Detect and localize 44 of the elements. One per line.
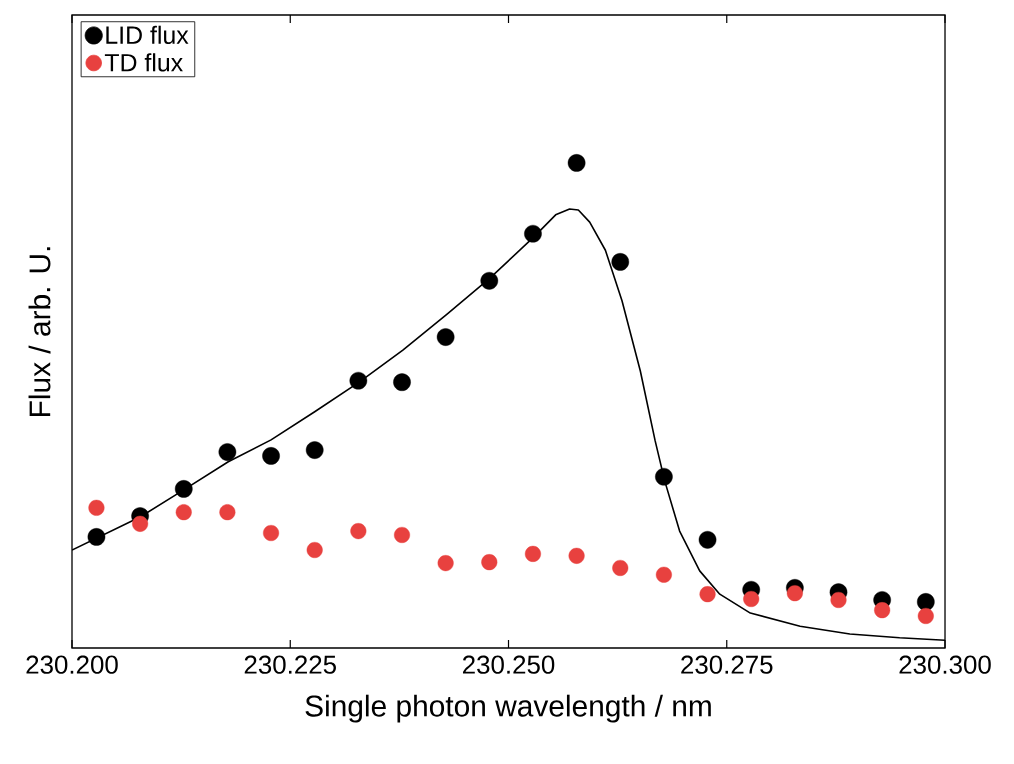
- point: [175, 504, 192, 521]
- point: [481, 554, 498, 571]
- x-tick-label: 230.200: [26, 655, 118, 674]
- point: [830, 591, 847, 608]
- point: [917, 607, 934, 624]
- point: [306, 542, 323, 559]
- point: [349, 371, 368, 390]
- point: [567, 154, 586, 172]
- x-tick-label: 230.300: [899, 655, 991, 674]
- point: [743, 591, 760, 608]
- legend-label: LID flux: [106, 25, 189, 44]
- x-tick-label: 230.225: [244, 655, 336, 674]
- point: [436, 328, 455, 346]
- point: [218, 443, 237, 461]
- point: [393, 373, 411, 391]
- point: [612, 559, 629, 576]
- point: [917, 593, 935, 611]
- point: [132, 515, 149, 532]
- point: [263, 525, 280, 542]
- point: [524, 224, 542, 243]
- point: [87, 528, 106, 546]
- x-tick-label: 230.250: [462, 655, 555, 674]
- legend-label: TD flux: [104, 53, 183, 72]
- point: [786, 585, 803, 602]
- point: [88, 499, 105, 516]
- point: [350, 523, 367, 540]
- point: [437, 555, 454, 572]
- point: [480, 272, 499, 290]
- point: [874, 602, 891, 619]
- point: [699, 586, 716, 603]
- point: [655, 566, 672, 583]
- point: [219, 504, 236, 521]
- point: [655, 467, 673, 486]
- point: [305, 441, 324, 459]
- point: [174, 480, 193, 498]
- point: [611, 253, 630, 271]
- point: [568, 547, 585, 564]
- y-axis-title: Flux / arb. U.: [28, 247, 51, 416]
- point: [262, 447, 280, 465]
- x-axis-title: Single photon wavelength / nm: [305, 694, 711, 723]
- point: [394, 526, 410, 543]
- point: [698, 531, 717, 549]
- x-tick-label: 230.275: [681, 655, 773, 674]
- point: [524, 545, 541, 562]
